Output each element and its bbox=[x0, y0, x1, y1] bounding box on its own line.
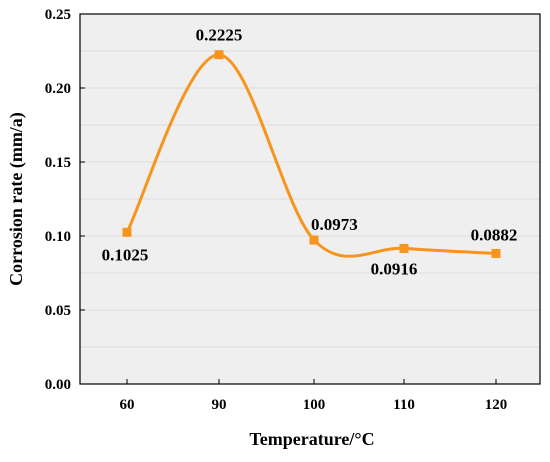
data-label: 0.2225 bbox=[196, 26, 243, 45]
y-tick-label: 0.10 bbox=[45, 229, 71, 245]
x-tick-label: 120 bbox=[485, 397, 508, 413]
data-label: 0.0916 bbox=[371, 259, 418, 278]
x-tick-label: 90 bbox=[212, 397, 227, 413]
series-line bbox=[125, 53, 497, 258]
data-series bbox=[122, 50, 501, 258]
grid-lines bbox=[80, 50, 540, 348]
plot-frame bbox=[79, 13, 541, 385]
data-point-marker bbox=[122, 227, 132, 237]
x-tick-label: 100 bbox=[303, 397, 326, 413]
data-point-marker bbox=[491, 248, 501, 258]
y-tick-label: 0.00 bbox=[45, 377, 71, 393]
data-point-marker bbox=[214, 50, 224, 60]
x-tick-label: 60 bbox=[120, 397, 135, 413]
y-tick-label: 0.05 bbox=[45, 303, 71, 319]
data-point-marker bbox=[399, 243, 409, 253]
data-label: 0.0882 bbox=[471, 225, 518, 244]
x-axis-title: Temperature/°C bbox=[249, 429, 374, 449]
data-point-marker bbox=[309, 235, 319, 245]
y-axis-title: Corrosion rate (mm/a) bbox=[6, 112, 27, 286]
y-tick-label: 0.25 bbox=[45, 7, 71, 23]
y-tick-label: 0.15 bbox=[45, 155, 71, 171]
axes bbox=[79, 13, 541, 385]
data-label: 0.1025 bbox=[102, 245, 149, 264]
y-tick-label: 0.20 bbox=[45, 81, 71, 97]
tick-labels: 0.00 0.05 0.10 0.15 0.20 0.25 60 90 100 110 120 bbox=[45, 7, 508, 413]
x-tick-label: 110 bbox=[393, 397, 415, 413]
data-labels: 0.1025 0.2225 0.0973 0.0916 0.0882 bbox=[102, 26, 518, 279]
data-label: 0.0973 bbox=[311, 215, 358, 234]
